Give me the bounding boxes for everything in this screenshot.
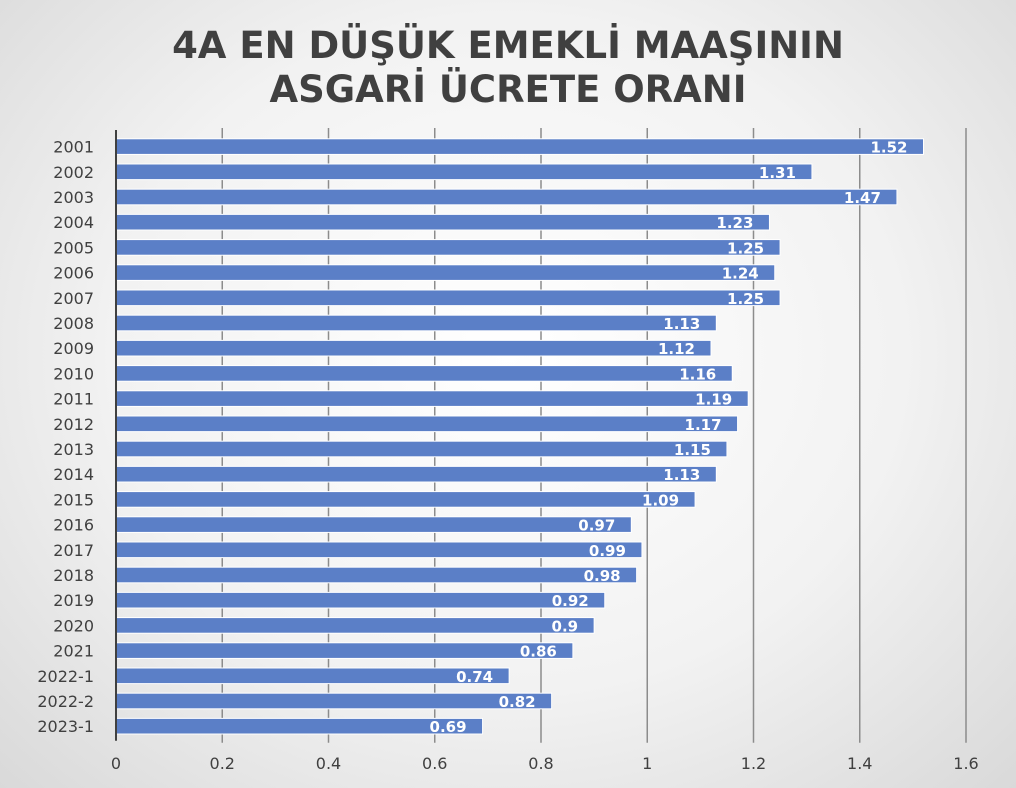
category-label: 2007 [53, 289, 94, 308]
bar [115, 491, 696, 508]
x-tick-label: 1.6 [953, 754, 978, 773]
category-label: 2001 [53, 138, 94, 157]
bar [115, 390, 749, 407]
data-label: 1.19 [695, 391, 732, 409]
category-label: 2013 [53, 440, 94, 459]
bar [115, 163, 813, 181]
data-label: 0.92 [552, 592, 589, 610]
x-tick-label: 0.2 [210, 754, 235, 773]
x-tick-label: 0 [111, 754, 121, 773]
data-label: 1.13 [663, 315, 700, 333]
chart-title-line-2: ASGARİ ÜCRETE ORANI [269, 67, 746, 111]
bar [115, 213, 770, 231]
category-label: 2004 [53, 213, 94, 232]
data-label: 1.52 [870, 139, 907, 157]
x-tick-label: 1 [642, 754, 652, 773]
bar [115, 365, 733, 382]
data-label: 0.98 [584, 567, 621, 585]
bar [115, 264, 776, 281]
category-label: 2008 [53, 314, 94, 333]
data-label: 0.82 [499, 693, 536, 711]
bar [115, 465, 717, 483]
x-tick-label: 0.6 [422, 754, 447, 773]
value-axis-labels: 0 0.2 0.4 0.6 0.8 1 1.2 1.4 1.6 [111, 754, 979, 773]
bar [115, 188, 898, 206]
bar [115, 339, 712, 357]
data-label: 0.9 [552, 617, 579, 635]
data-label: 1.23 [716, 214, 753, 232]
x-tick-label: 0.4 [316, 754, 341, 773]
data-label: 1.13 [663, 466, 700, 484]
category-axis-labels: 2001 2002 2003 2004 2005 2006 2007 2008 2009 2010… [37, 138, 94, 737]
data-label: 1.09 [642, 491, 679, 509]
category-label: 2021 [53, 642, 94, 661]
category-label: 2003 [53, 188, 94, 207]
category-label: 2022-1 [37, 667, 94, 686]
data-label: 0.97 [578, 517, 615, 535]
category-label: 2012 [53, 415, 94, 434]
category-label: 2009 [53, 339, 94, 358]
bar [115, 642, 574, 659]
bar [115, 239, 781, 256]
data-label: 1.25 [727, 239, 764, 257]
category-label: 2017 [53, 541, 94, 560]
x-tick-label: 1.2 [741, 754, 766, 773]
bar [115, 717, 484, 735]
data-label: 1.17 [685, 416, 722, 434]
category-label: 2006 [53, 264, 94, 283]
x-tick-label: 1.4 [847, 754, 872, 773]
bar [115, 617, 595, 634]
category-label: 2015 [53, 490, 94, 509]
bars [115, 138, 924, 735]
category-label: 2020 [53, 616, 94, 635]
bar [115, 591, 606, 609]
category-label: 2002 [53, 163, 94, 182]
category-label: 2018 [53, 566, 94, 585]
chart-title-line-1: 4A EN DÜŞÜK EMEKLİ MAAŞININ [172, 23, 844, 67]
category-label: 2023-1 [37, 717, 94, 736]
data-label: 1.16 [679, 365, 716, 383]
data-label: 0.86 [520, 643, 557, 661]
category-label: 2014 [53, 465, 94, 484]
bar [115, 692, 553, 710]
data-label: 0.69 [430, 718, 467, 736]
category-label: 2019 [53, 591, 94, 610]
data-label: 1.12 [658, 340, 695, 358]
bar [115, 289, 781, 307]
category-label: 2010 [53, 364, 94, 383]
data-label: 1.31 [759, 164, 796, 182]
data-label: 0.99 [589, 542, 626, 560]
bar [115, 566, 638, 584]
data-labels: 1.52 1.31 1.47 1.23 1.25 1.24 1.25 1.13 1.12 1.16… [430, 139, 908, 737]
data-label: 1.24 [722, 265, 759, 283]
bar [115, 440, 728, 458]
bar [115, 541, 643, 559]
data-label: 1.15 [674, 441, 711, 459]
data-label: 1.25 [727, 290, 764, 308]
bar [115, 138, 924, 155]
x-tick-label: 0.8 [528, 754, 553, 773]
category-label: 2022-2 [37, 692, 94, 711]
bar [115, 667, 510, 685]
category-label: 2016 [53, 516, 94, 535]
category-label: 2005 [53, 238, 94, 257]
data-label: 0.74 [456, 668, 493, 686]
bar [115, 314, 717, 332]
bar [115, 415, 739, 433]
data-label: 1.47 [844, 189, 881, 207]
bar [115, 516, 632, 533]
category-label: 2011 [53, 390, 94, 409]
